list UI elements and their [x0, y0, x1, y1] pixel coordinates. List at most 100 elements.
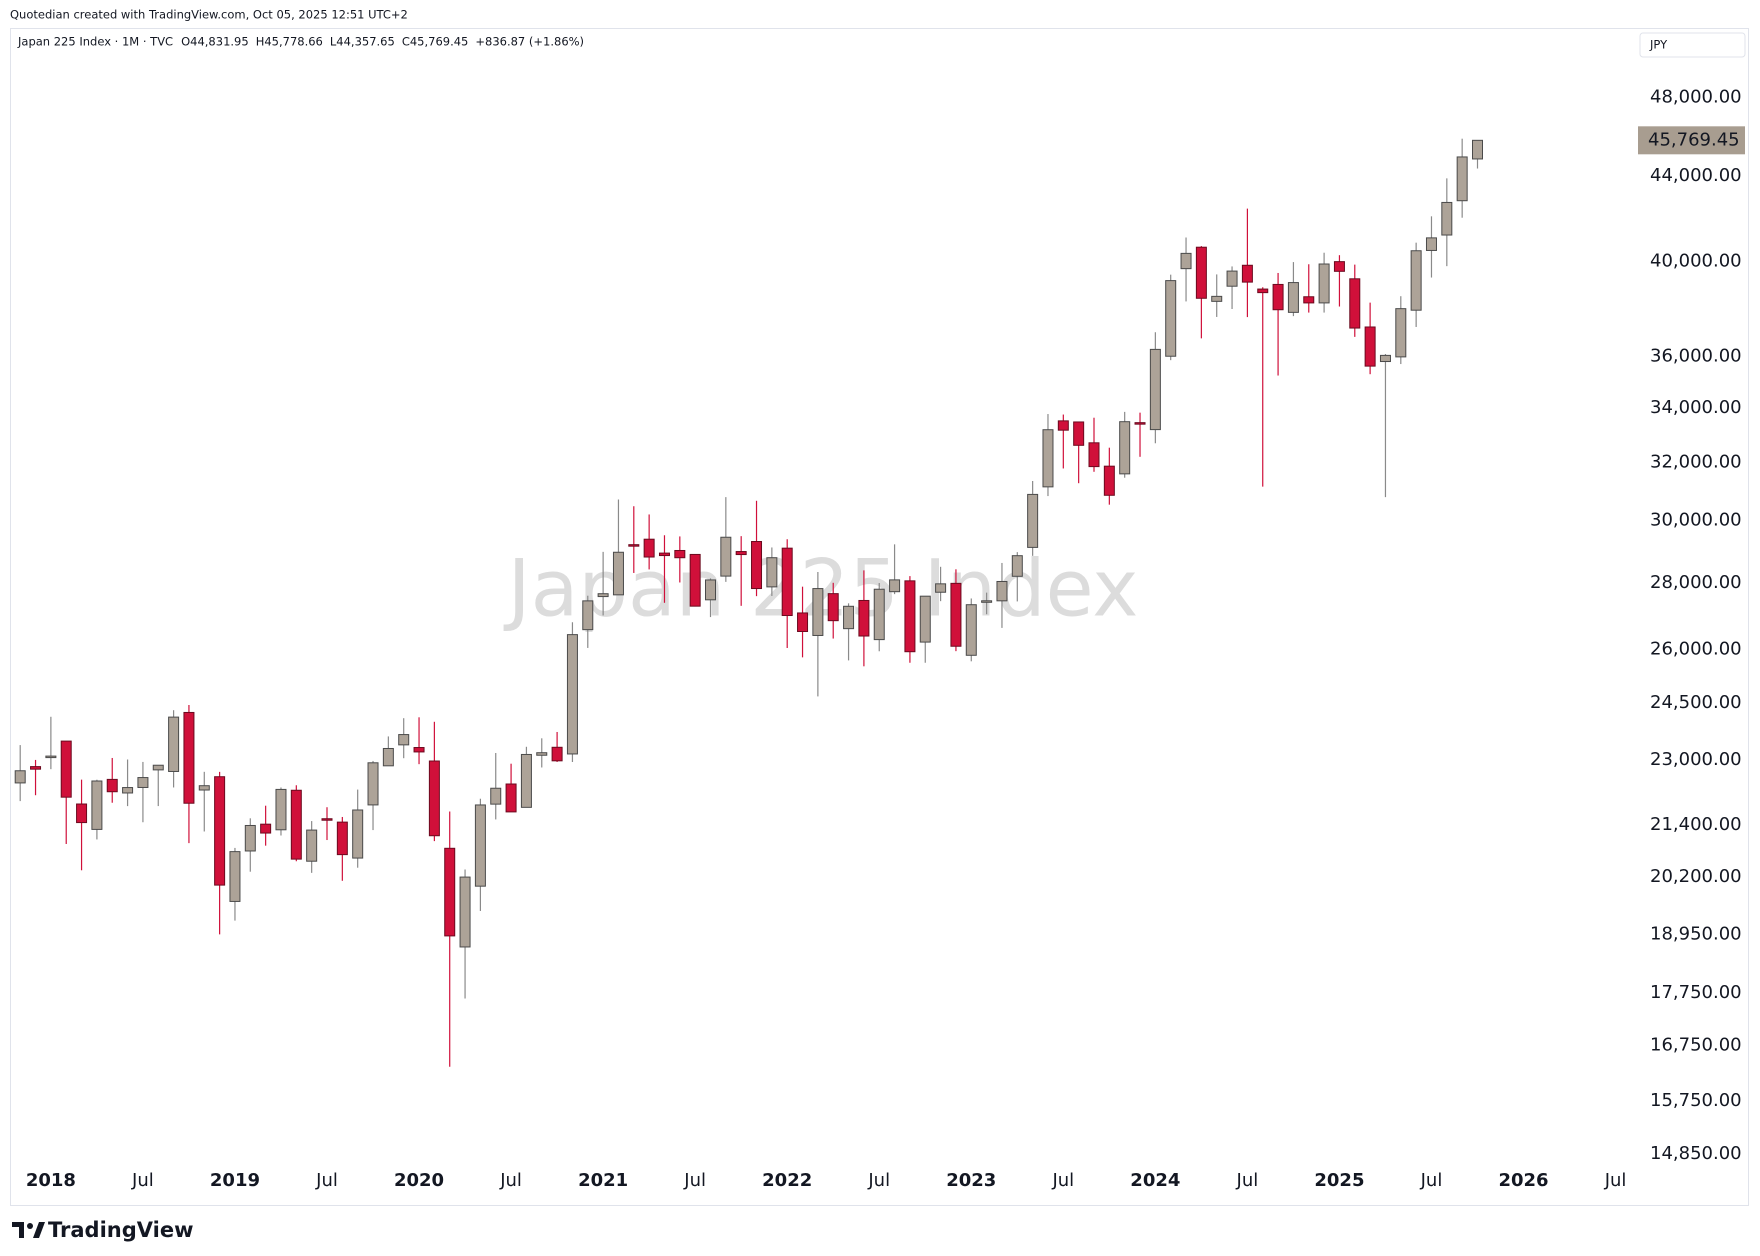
y-tick-label: 15,750.00 — [1650, 1090, 1742, 1111]
brand-logo: TradingView — [12, 1218, 193, 1242]
x-tick-label: Jul — [1236, 1170, 1259, 1191]
candle-body — [260, 823, 272, 834]
candle-body — [76, 803, 88, 824]
candle-body — [981, 600, 993, 603]
currency-box[interactable] — [1639, 32, 1746, 58]
candle-body — [183, 711, 195, 804]
logo-mark — [12, 1222, 24, 1238]
candle-body — [904, 580, 916, 653]
candle-body — [30, 766, 42, 770]
candle-body — [321, 818, 333, 821]
y-tick-label: 24,500.00 — [1650, 692, 1742, 713]
candle-body — [1195, 246, 1207, 299]
candle-body — [597, 593, 609, 598]
candle-body — [566, 634, 578, 755]
candle-body — [1257, 288, 1269, 294]
candle-body — [1272, 283, 1284, 311]
y-tick-label: 40,000.00 — [1650, 251, 1742, 272]
x-tick-label: 2025 — [1314, 1170, 1364, 1191]
candle-body — [1073, 421, 1085, 446]
candle-body — [658, 552, 670, 557]
candle-body — [168, 716, 180, 772]
candle-body — [444, 847, 456, 937]
last-price-box — [1638, 126, 1745, 155]
candle-body — [1134, 422, 1146, 425]
ohlc-readout: O44,831.95 — [181, 35, 249, 49]
y-tick-label: 32,000.00 — [1650, 452, 1742, 473]
candle-body — [290, 789, 302, 860]
candle-body — [1119, 421, 1131, 475]
candle-body — [1027, 493, 1039, 548]
candle-body — [336, 821, 348, 856]
candle-body — [275, 788, 287, 831]
currency[interactable]: JPY — [1649, 38, 1668, 52]
candle-body — [1425, 237, 1437, 251]
candle-body — [689, 553, 701, 607]
candle-body — [137, 777, 149, 788]
candle-body — [244, 824, 256, 852]
candle-body — [766, 557, 778, 588]
candle-body — [60, 740, 72, 798]
x-tick-label: Jul — [1051, 1170, 1074, 1191]
x-tick-label: Jul — [315, 1170, 338, 1191]
candle-body — [474, 804, 486, 887]
candle-body — [198, 785, 210, 791]
y-tick-label: 20,200.00 — [1650, 866, 1742, 887]
candle-body — [1042, 429, 1054, 488]
candle-body — [1303, 296, 1315, 304]
ohlc-readout: L44,357.65 — [330, 35, 395, 49]
ohlc-readout: +836.87 (+1.86%) — [475, 35, 584, 49]
candle-body — [1149, 348, 1161, 431]
x-tick-label: 2020 — [394, 1170, 444, 1191]
candle-body — [643, 538, 655, 558]
x-tick-label: Jul — [867, 1170, 890, 1191]
y-tick-label: 17,750.00 — [1650, 982, 1742, 1003]
candle-body — [935, 583, 947, 593]
candle-body — [1472, 139, 1483, 160]
candle-body — [1349, 278, 1361, 329]
candle-body — [520, 753, 532, 808]
candle-body — [827, 593, 839, 622]
candle-body — [551, 746, 563, 762]
x-tick-label: 2024 — [1130, 1170, 1180, 1191]
credit: Quotedian created with TradingView.com, … — [10, 8, 408, 22]
y-tick-label: 30,000.00 — [1650, 510, 1742, 531]
y-tick-label: 28,000.00 — [1650, 572, 1742, 593]
symbol-title: Japan 225 Index · 1M · TVC — [17, 35, 173, 49]
candle-body — [612, 551, 624, 596]
candle-body — [889, 579, 901, 593]
x-tick-label: Jul — [1604, 1170, 1627, 1191]
candle-body — [1379, 354, 1391, 363]
candle-body — [1287, 282, 1299, 313]
candle-body — [152, 764, 164, 771]
candle-body — [1395, 308, 1407, 358]
candle-body — [413, 747, 425, 753]
x-tick-label: 2019 — [210, 1170, 260, 1191]
x-tick-label: 2022 — [762, 1170, 812, 1191]
candle-body — [843, 605, 855, 630]
x-tick-label: Jul — [131, 1170, 154, 1191]
ohlc-readout: C45,769.45 — [402, 35, 469, 49]
candle-body — [781, 547, 793, 617]
candle-body — [1410, 250, 1422, 311]
candle-body — [106, 778, 118, 793]
y-tick-label: 48,000.00 — [1650, 86, 1742, 107]
candle-body — [536, 752, 548, 756]
logo-mark — [33, 1222, 45, 1238]
candle-body — [1011, 555, 1023, 577]
x-tick-label: Jul — [683, 1170, 706, 1191]
candle-body — [1180, 252, 1192, 270]
y-tick-label: 21,400.00 — [1650, 814, 1742, 835]
candle-body — [1333, 261, 1345, 272]
candle-body — [965, 604, 977, 656]
candle-body — [1318, 263, 1330, 304]
candle-body — [352, 809, 364, 859]
y-tick-label: 26,000.00 — [1650, 639, 1742, 660]
candle-body — [91, 780, 103, 830]
candle-body — [674, 549, 686, 559]
x-tick-label: 2023 — [946, 1170, 996, 1191]
candle-body — [950, 582, 962, 647]
x-tick-label: 2018 — [26, 1170, 76, 1191]
candle-body — [490, 787, 502, 805]
